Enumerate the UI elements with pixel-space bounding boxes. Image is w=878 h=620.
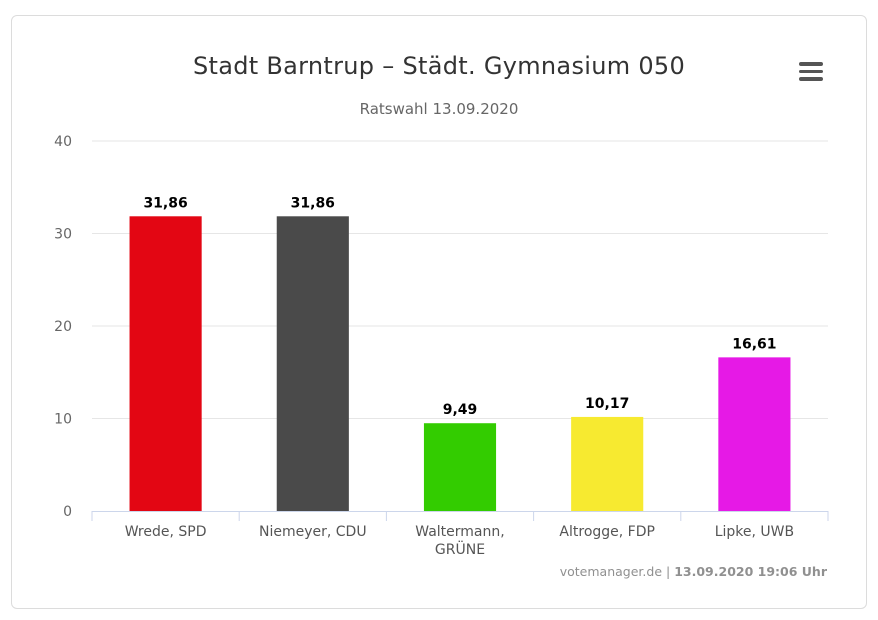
y-tick-label: 20: [54, 319, 72, 335]
y-tick-label: 10: [54, 412, 72, 428]
y-tick-label: 0: [63, 504, 72, 520]
x-category-label: Wrede, SPD: [125, 524, 207, 540]
x-category-label: Altrogge, FDP: [559, 524, 655, 540]
chart-title: Stadt Barntrup – Städt. Gymnasium 050: [192, 52, 686, 80]
data-label: 31,86: [291, 195, 335, 211]
credits-separator: |: [666, 564, 671, 579]
data-label: 9,49: [443, 402, 478, 418]
credits: votemanager.de | 13.09.2020 19:06 Uhr: [560, 564, 827, 579]
y-tick-label: 30: [54, 227, 72, 243]
bar: [571, 416, 644, 511]
data-label: 16,61: [732, 336, 776, 352]
data-label: 10,17: [585, 396, 629, 412]
bar: [129, 216, 202, 512]
chart-subtitle: Ratswahl 13.09.2020: [359, 100, 519, 118]
bar: [423, 423, 497, 511]
bar: [718, 357, 791, 511]
credits-timestamp: 13.09.2020 19:06 Uhr: [674, 564, 827, 579]
credits-source[interactable]: votemanager.de: [559, 564, 663, 579]
bar: [276, 216, 349, 512]
x-category-label: Lipke, UWB: [715, 524, 794, 540]
x-category-label: Niemeyer, CDU: [259, 524, 367, 540]
x-category-label: Waltermann, GRÜNE: [415, 524, 504, 558]
hamburger-menu-icon[interactable]: [799, 62, 823, 82]
data-label: 31,86: [143, 195, 187, 211]
y-tick-label: 40: [54, 134, 72, 150]
